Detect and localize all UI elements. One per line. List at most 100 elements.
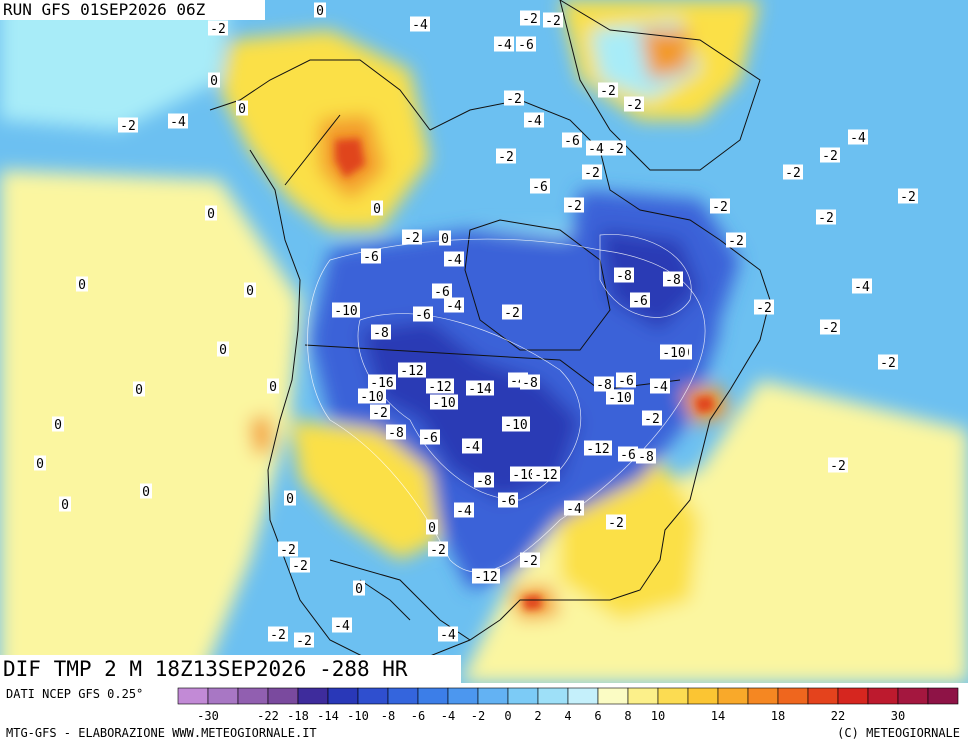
legend-tick-label: -30 bbox=[197, 709, 219, 723]
contour-label-box bbox=[520, 552, 540, 568]
contour-label-box bbox=[828, 457, 848, 473]
contour-label-text: -2 bbox=[830, 459, 846, 474]
legend-tick-label: 30 bbox=[891, 709, 905, 723]
contour-label: -2 bbox=[543, 12, 563, 29]
anomaly-map: 0 -2 -4 -2 -2 -4 -6 0 0 -2 -4 -2 -2 -2 -4 -6 -2 -2 -4 -2 -6 0… bbox=[0, 0, 968, 683]
contour-label: -4 bbox=[650, 378, 670, 395]
contour-label: -2 bbox=[268, 626, 288, 643]
contour-label: -8 bbox=[663, 271, 683, 288]
contour-label: -4 bbox=[168, 113, 188, 130]
legend-tick-label: 8 bbox=[624, 709, 631, 723]
contour-label-text: -8 bbox=[665, 273, 681, 288]
legend-swatch bbox=[387, 687, 419, 705]
contour-label-text: -4 bbox=[446, 299, 462, 314]
contour-label-box bbox=[498, 492, 518, 508]
legend-swatch bbox=[867, 687, 899, 705]
contour-label-box bbox=[898, 188, 918, 204]
contour-label-box bbox=[616, 372, 636, 388]
contour-label: 0 bbox=[236, 100, 248, 117]
contour-label: -4 bbox=[586, 140, 606, 157]
contour-label-text: -2 bbox=[728, 234, 744, 249]
contour-label: -2 bbox=[496, 148, 516, 165]
run-title: RUN GFS 01SEP2026 06Z bbox=[0, 0, 265, 20]
contour-label-text: -12 bbox=[586, 442, 609, 457]
contour-label: -2 bbox=[290, 557, 310, 574]
contour-label: 0 bbox=[314, 2, 326, 19]
contour-label-box bbox=[586, 140, 606, 156]
contour-label-box bbox=[205, 205, 217, 221]
contour-label-text: -4 bbox=[464, 440, 480, 455]
legend-swatch bbox=[777, 687, 809, 705]
contour-label-box bbox=[663, 271, 683, 287]
contour-label-box bbox=[594, 376, 614, 392]
legend-swatch bbox=[507, 687, 539, 705]
contour-label-box bbox=[267, 378, 279, 394]
contour-label: -12 bbox=[532, 466, 560, 483]
contour-label-text: -2 bbox=[270, 628, 286, 643]
contour-label-text: -8 bbox=[638, 450, 654, 465]
contour-label: -2 bbox=[783, 164, 803, 181]
contour-label-text: 0 bbox=[316, 4, 324, 19]
contour-label: 0 bbox=[371, 200, 383, 217]
contour-label-box bbox=[410, 16, 430, 32]
legend-tick-label: -6 bbox=[411, 709, 425, 723]
legend-swatch bbox=[357, 687, 389, 705]
contour-label-text: 0 bbox=[286, 492, 294, 507]
contour-label: -6 bbox=[413, 306, 433, 323]
contour-label: -2 bbox=[402, 229, 422, 246]
contour-label-text: -2 bbox=[120, 119, 136, 134]
contour-label-text: -12 bbox=[534, 468, 557, 483]
contour-label-text: 0 bbox=[219, 343, 227, 358]
contour-label-text: 0 bbox=[36, 457, 44, 472]
contour-label: -8 bbox=[386, 424, 406, 441]
contour-label: -6 bbox=[516, 36, 536, 53]
contour-label: -2 bbox=[878, 354, 898, 371]
contour-label-text: -2 bbox=[600, 84, 616, 99]
legend-swatch bbox=[327, 687, 359, 705]
contour-label-text: -2 bbox=[504, 306, 520, 321]
contour-label: -2 bbox=[504, 90, 524, 107]
credit-left: MTG-GFS - ELABORAZIONE WWW.METEOGIORNALE… bbox=[6, 726, 317, 740]
contour-label-box bbox=[606, 140, 626, 156]
contour-label-text: 0 bbox=[207, 207, 215, 222]
contour-label-text: -2 bbox=[566, 199, 582, 214]
contour-label-text: 0 bbox=[54, 418, 62, 433]
contour-label: -4 bbox=[454, 502, 474, 519]
legend-tick-label: 0 bbox=[504, 709, 511, 723]
contour-label-box bbox=[244, 282, 256, 298]
contour-label-text: 0 bbox=[441, 232, 449, 247]
contour-label-text: -6 bbox=[422, 431, 438, 446]
contour-label: 0 bbox=[205, 205, 217, 222]
contour-label: -6 bbox=[616, 372, 636, 389]
legend-swatch bbox=[447, 687, 479, 705]
credit-right: (C) METEOGIORNALE bbox=[837, 726, 960, 740]
contour-label: 0 bbox=[208, 72, 220, 89]
contour-label-box bbox=[208, 72, 220, 88]
contour-label-text: -4 bbox=[456, 504, 472, 519]
contour-label-text: -4 bbox=[566, 502, 582, 517]
map-canvas: 0-2 -4 -2 -2-4 -600-2 -4-2-2-2-4-6-2-2-4-2-60… bbox=[0, 0, 968, 683]
contour-label: -12 bbox=[398, 362, 426, 379]
contour-label: -2 bbox=[754, 299, 774, 316]
contour-label: -2 bbox=[520, 10, 540, 27]
contour-label: -8 bbox=[371, 324, 391, 341]
contour-label: -4 bbox=[524, 112, 544, 129]
contour-label-box bbox=[636, 448, 656, 464]
contour-label: -2 bbox=[428, 541, 448, 558]
contour-label: -2 bbox=[208, 20, 228, 37]
contour-label: -4 bbox=[410, 16, 430, 33]
contour-label-box bbox=[606, 514, 626, 530]
contour-label-box bbox=[428, 541, 448, 557]
contour-label-text: -4 bbox=[588, 142, 604, 157]
contour-label-box bbox=[564, 500, 584, 516]
contour-label: -4 bbox=[564, 500, 584, 517]
contour-label-box bbox=[606, 389, 634, 405]
contour-label: -6 bbox=[498, 492, 518, 509]
contour-label-box bbox=[582, 164, 602, 180]
contour-label-text: -2 bbox=[608, 142, 624, 157]
contour-label-box bbox=[783, 164, 803, 180]
contour-label-box bbox=[402, 229, 422, 245]
contour-label: 0 bbox=[140, 483, 152, 500]
legend-tick-label: -22 bbox=[257, 709, 279, 723]
contour-label-box bbox=[438, 626, 458, 642]
